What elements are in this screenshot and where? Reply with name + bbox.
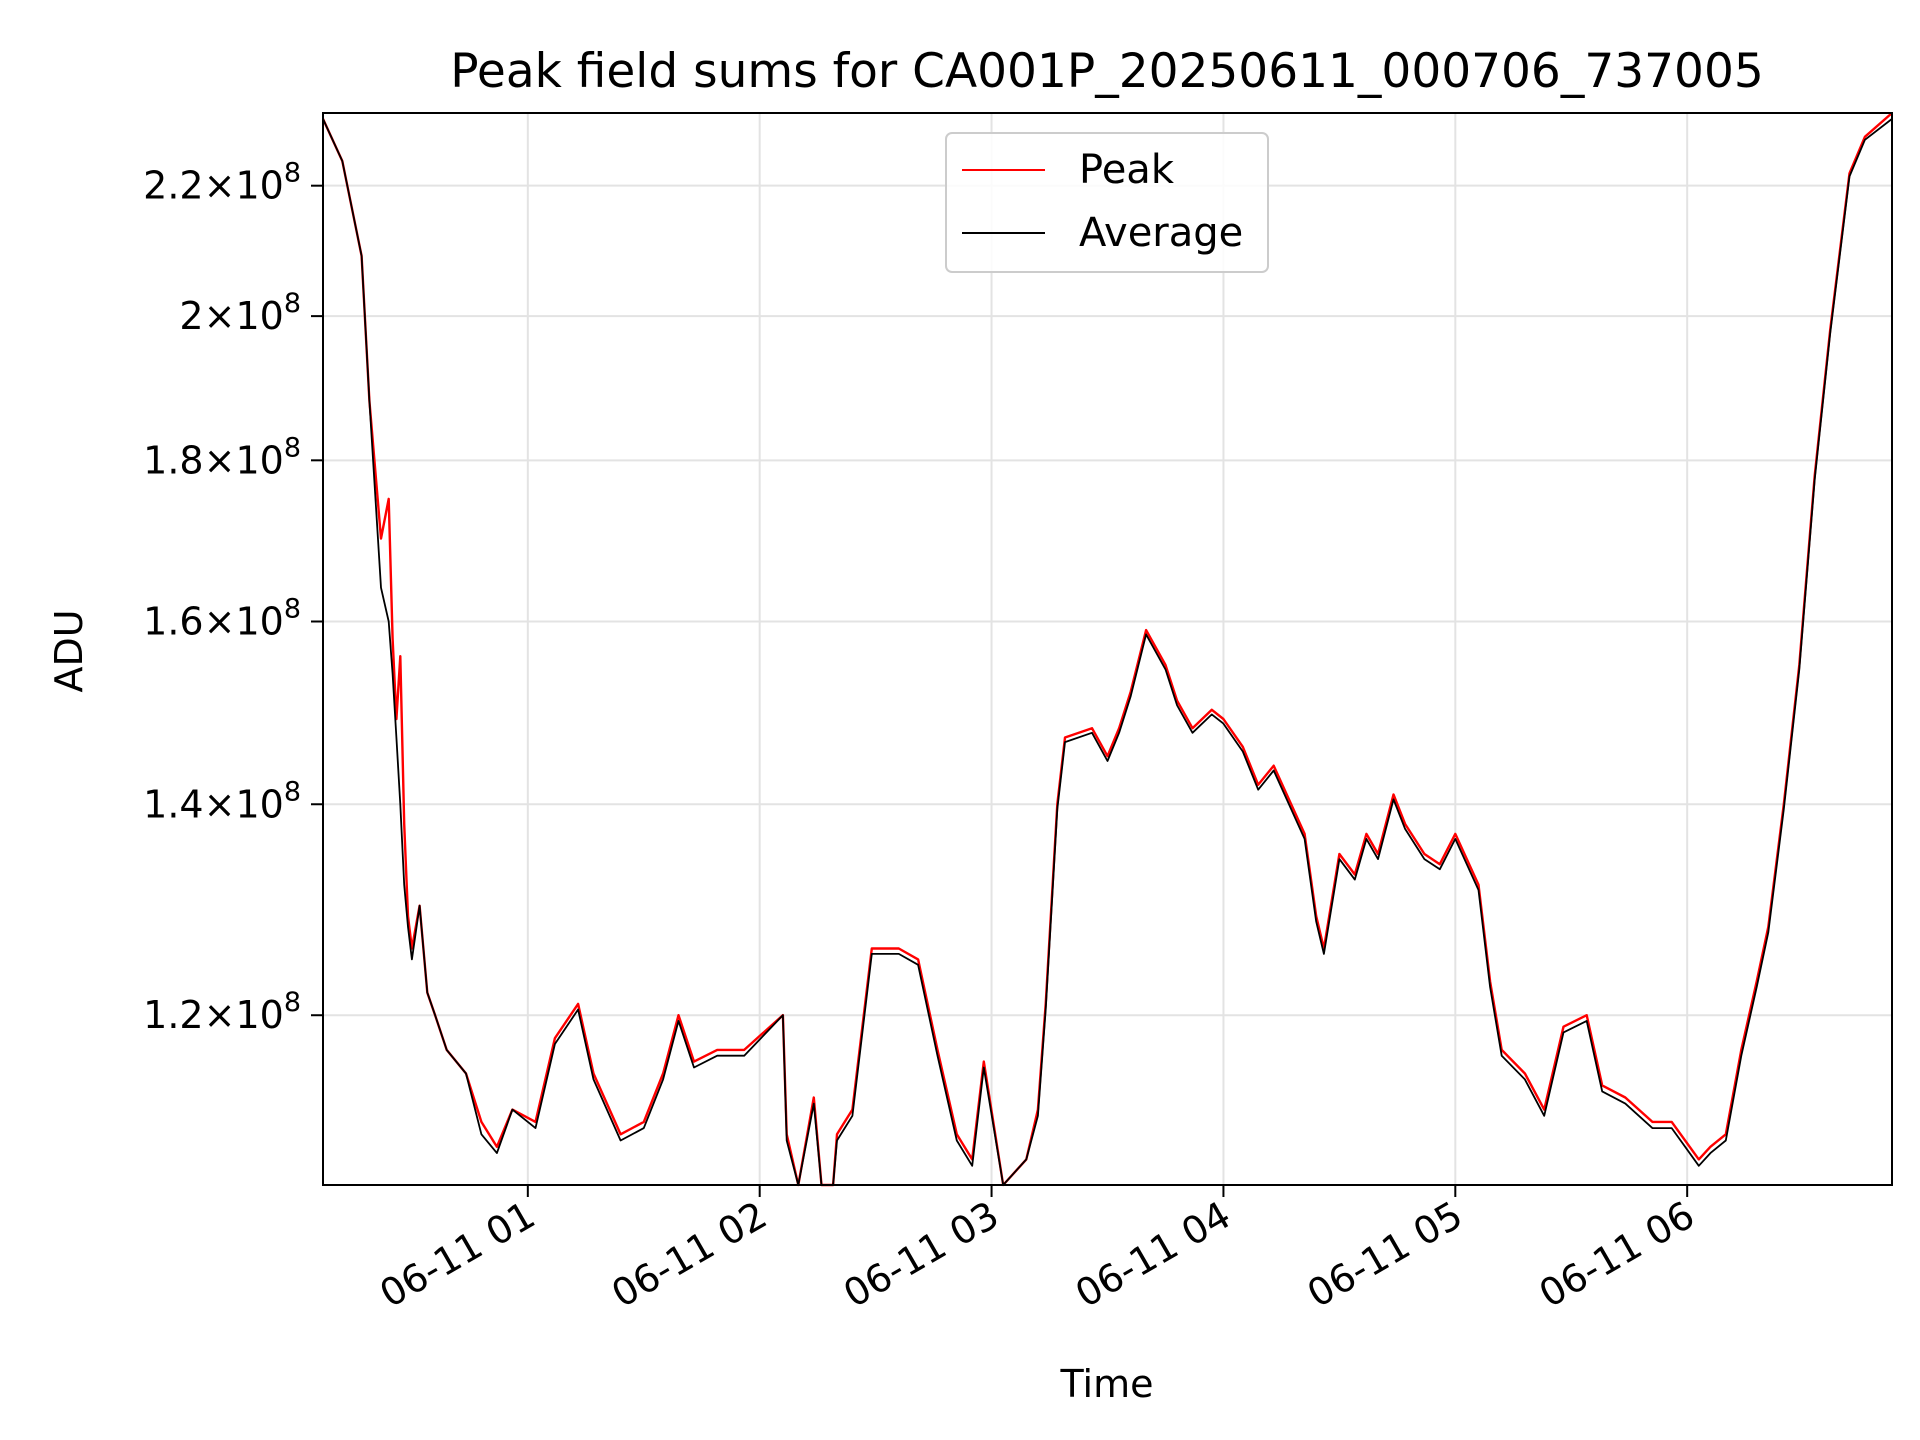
y-axis-label: ADU <box>47 609 91 692</box>
legend: Peak Average <box>945 132 1269 273</box>
y-tick-label: 1.2×108 <box>143 987 301 1037</box>
y-tick-times: ×10 <box>204 600 284 644</box>
y-tick-times: ×10 <box>204 438 284 482</box>
y-tick-times: ×10 <box>204 294 284 338</box>
y-tick-exponent: 8 <box>284 288 301 319</box>
y-tick-mantissa: 2.2 <box>143 164 203 208</box>
y-tick-mantissa: 1.2 <box>143 993 203 1037</box>
y-tick-label: 2.2×108 <box>143 158 301 208</box>
y-tick-mantissa: 1.8 <box>143 438 203 482</box>
legend-label-average: Average <box>1079 210 1243 256</box>
x-axis-label: Time <box>1060 1362 1154 1406</box>
y-tick-label: 1.8×108 <box>143 432 301 482</box>
y-tick-label: 1.4×108 <box>143 776 301 826</box>
y-tick-exponent: 8 <box>284 594 301 625</box>
grid <box>323 113 1892 1185</box>
plot-frame <box>322 112 1893 1186</box>
series-line-average <box>322 118 1893 1186</box>
chart-title: Peak field sums for CA001P_20250611_0007… <box>450 44 1764 99</box>
series-layer <box>321 112 1893 1187</box>
legend-box <box>945 132 1269 273</box>
y-tick-exponent: 8 <box>284 776 301 807</box>
y-tick-exponent: 8 <box>284 987 301 1018</box>
y-tick-label: 2×108 <box>179 288 301 338</box>
y-tick-times: ×10 <box>204 164 284 208</box>
y-tick-mantissa: 2 <box>179 294 203 338</box>
y-tick-times: ×10 <box>204 993 284 1037</box>
y-tick-mantissa: 1.4 <box>143 782 203 826</box>
legend-label-peak: Peak <box>1079 147 1175 193</box>
y-tick-exponent: 8 <box>284 432 301 463</box>
y-tick-times: ×10 <box>204 782 284 826</box>
y-tick-label: 1.6×108 <box>143 594 301 644</box>
y-tick-mantissa: 1.6 <box>143 600 203 644</box>
y-tick-exponent: 8 <box>284 158 301 189</box>
